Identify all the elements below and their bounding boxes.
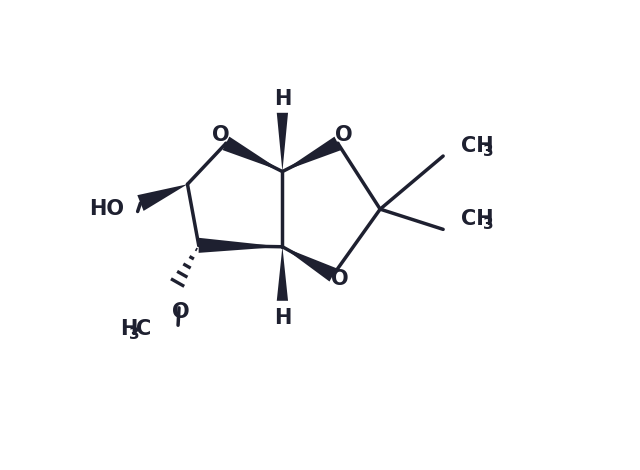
Text: O: O (172, 302, 189, 322)
Text: H: H (274, 89, 291, 109)
Text: H: H (274, 308, 291, 328)
Text: H: H (120, 319, 138, 339)
Polygon shape (282, 137, 341, 172)
Polygon shape (276, 113, 288, 172)
Text: HO: HO (90, 199, 125, 219)
Polygon shape (282, 247, 337, 282)
Text: 3: 3 (483, 144, 493, 159)
Text: CH: CH (461, 209, 493, 228)
Text: O: O (212, 125, 229, 145)
Text: O: O (332, 269, 349, 289)
Text: 3: 3 (483, 217, 493, 232)
Polygon shape (198, 238, 282, 253)
Polygon shape (276, 247, 288, 301)
Text: CH: CH (461, 136, 493, 156)
Text: C: C (136, 319, 151, 339)
Text: 3: 3 (129, 327, 140, 342)
Text: O: O (335, 125, 353, 145)
Polygon shape (138, 184, 188, 211)
Polygon shape (223, 137, 282, 172)
